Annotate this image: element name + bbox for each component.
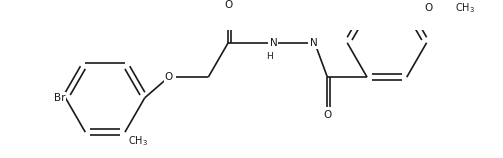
Text: O: O [224,0,232,10]
Text: O: O [164,72,173,82]
Text: H: H [267,52,273,61]
Text: N: N [309,38,317,48]
Text: N: N [270,38,278,48]
Text: Br: Br [54,93,65,103]
Text: CH$_3$: CH$_3$ [455,2,475,15]
Text: CH$_3$: CH$_3$ [128,134,148,148]
Text: O: O [323,110,331,120]
Text: O: O [425,3,433,13]
